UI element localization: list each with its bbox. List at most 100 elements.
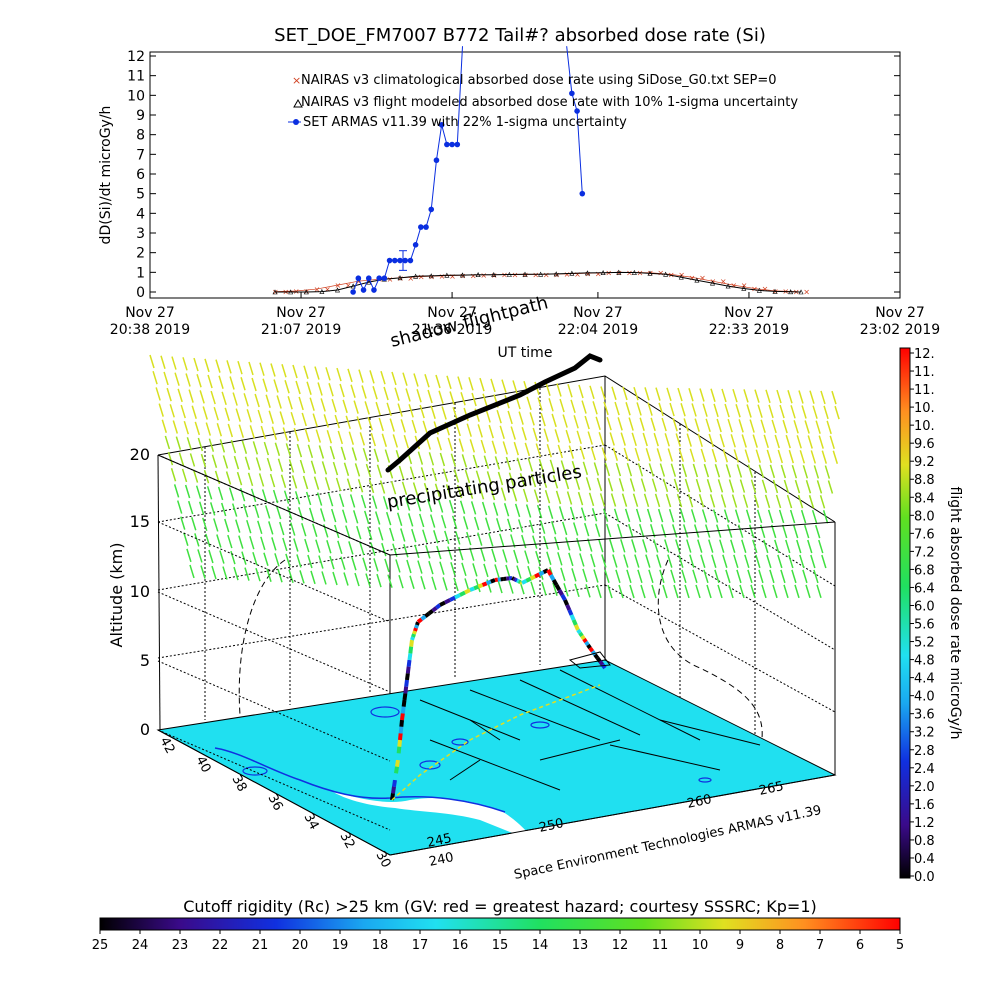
dose-colorbar-tick-label: 4.0 — [914, 690, 935, 705]
particle-streak — [396, 512, 403, 526]
particle-streak — [271, 537, 277, 551]
dose-colorbar-tick-label: 6.4 — [914, 581, 935, 596]
flightpath-segment — [431, 606, 438, 613]
particle-streak — [301, 412, 307, 427]
particle-streak — [796, 435, 802, 449]
particle-streak — [337, 540, 343, 555]
particle-streak — [393, 496, 400, 511]
particle-streak — [224, 407, 230, 422]
particle-streak — [634, 447, 641, 462]
series-climatological-point: × — [543, 270, 550, 279]
particle-streak — [648, 569, 654, 584]
particle-streak — [658, 402, 664, 417]
particle-streak — [807, 539, 813, 554]
particle-streak — [324, 477, 331, 491]
particle-streak — [172, 420, 179, 434]
particle-streak — [706, 479, 713, 493]
particle-streak — [496, 409, 502, 424]
series-flight-modeled-point — [350, 283, 356, 289]
particle-streak — [744, 554, 750, 569]
series-climatological-point: × — [751, 284, 758, 293]
particle-streak — [249, 535, 255, 550]
particle-streak — [259, 362, 265, 376]
particle-streak — [821, 554, 827, 569]
particle-streak — [323, 414, 329, 428]
particle-streak — [477, 532, 483, 546]
y-tick-label: 11 — [127, 69, 145, 85]
x-tick-date: Nov 27 — [724, 305, 774, 321]
particle-streak — [508, 472, 515, 486]
flightpath-segment — [427, 609, 434, 616]
particle-streak — [433, 530, 439, 544]
particle-streak — [818, 435, 824, 449]
particle-streak — [211, 454, 218, 468]
particle-streak — [296, 554, 302, 568]
series-flight-modeled-point — [335, 287, 340, 293]
particle-streak — [450, 562, 456, 576]
particle-streak — [753, 494, 760, 508]
particle-streak — [499, 533, 505, 548]
particle-streak — [583, 522, 590, 537]
particle-streak — [328, 383, 334, 397]
flightpath-segment — [514, 577, 518, 583]
particle-streak — [423, 482, 430, 497]
series-flight-modeled-point — [647, 270, 653, 276]
particle-streak — [693, 524, 700, 538]
particle-streak — [611, 386, 617, 400]
particle-streak — [725, 464, 732, 478]
particle-streak — [635, 508, 642, 523]
series-armas-point — [365, 275, 372, 282]
particle-streak — [466, 531, 472, 546]
series-flight-modeled-line — [275, 271, 802, 293]
particle-streak — [598, 432, 604, 446]
rigidity-colorbar-tick-label: 18 — [372, 938, 389, 953]
particle-streak — [329, 445, 336, 460]
particle-streak — [235, 519, 241, 533]
particle-streak — [755, 554, 761, 569]
particle-streak — [519, 473, 526, 487]
flightpath-segment — [397, 739, 402, 747]
particle-streak — [781, 524, 788, 539]
particle-streak — [486, 471, 493, 485]
particle-streak — [269, 473, 276, 488]
particle-streak — [327, 492, 334, 507]
particle-streak — [306, 381, 312, 395]
series-climatological-point: × — [532, 270, 539, 279]
particle-streak — [717, 479, 724, 493]
flightpath-segment — [586, 643, 592, 650]
particle-streak — [347, 368, 353, 383]
particle-streak — [361, 385, 367, 399]
flightpath-segment — [401, 699, 407, 707]
x-axis-label: UT time — [498, 345, 553, 361]
particle-streak — [359, 432, 366, 446]
particle-streak — [243, 393, 249, 407]
particle-streak — [233, 455, 240, 470]
particle-streak — [356, 416, 362, 430]
series-climatological-point: × — [595, 269, 602, 278]
particle-streak — [644, 387, 650, 401]
particle-streak — [208, 549, 214, 564]
rigidity-colorbar-tick-label: 17 — [412, 938, 429, 953]
particle-streak — [650, 417, 656, 432]
particle-streak — [227, 423, 234, 438]
particle-streak — [430, 405, 436, 419]
particle-streak — [787, 390, 793, 404]
particle-streak — [609, 539, 615, 553]
particle-streak — [219, 550, 225, 564]
particle-streak — [607, 584, 613, 599]
particle-streak — [503, 503, 510, 517]
series-flight-modeled-point — [631, 269, 637, 275]
series-flight-modeled-point — [600, 270, 606, 276]
particle-streak — [717, 584, 723, 599]
particle-streak — [400, 419, 406, 433]
particle-streak — [445, 484, 452, 498]
particle-streak — [449, 391, 455, 405]
particle-streak — [378, 417, 384, 432]
flightpath-segment — [519, 580, 523, 585]
particle-streak — [692, 463, 699, 478]
particle-streak — [738, 419, 744, 433]
series-climatological-point: × — [512, 271, 519, 280]
x-tick-date: Nov 27 — [125, 305, 175, 321]
particle-streak — [616, 523, 623, 538]
particle-streak — [761, 479, 768, 494]
